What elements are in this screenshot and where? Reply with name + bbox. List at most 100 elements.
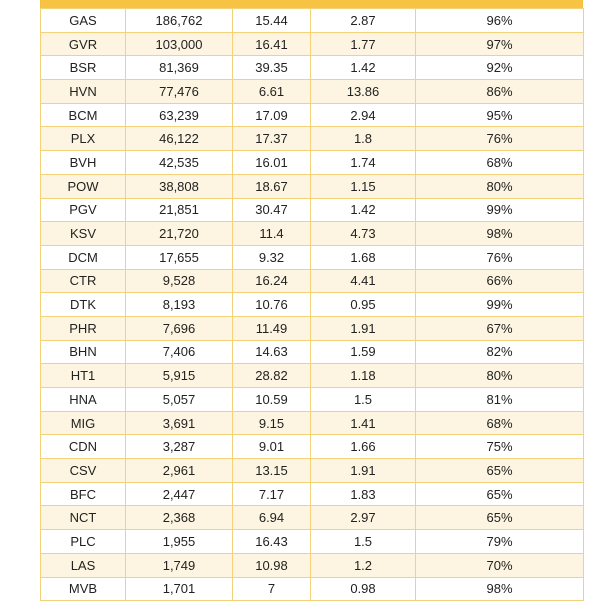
- table-row: KSV 21,720 11.4 4.73 98%: [40, 221, 584, 246]
- table-cell: 39.35: [232, 55, 311, 81]
- table-row: BSR 81,369 39.35 1.42 92%: [40, 55, 584, 81]
- table-cell: 1.74: [310, 150, 416, 175]
- table-cell: 9.15: [232, 410, 311, 436]
- table-row: MVB 1,701 7 0.98 98%: [40, 576, 584, 601]
- table-cell: LAS: [40, 552, 126, 578]
- table-cell: 1.91: [310, 458, 416, 483]
- table-cell: 3,691: [125, 410, 233, 436]
- table-row: GVR 103,000 16.41 1.77 97%: [40, 31, 584, 57]
- table-cell: 5,057: [125, 387, 233, 412]
- table-cell: 46,122: [125, 126, 233, 152]
- table-cell: 4.41: [310, 268, 416, 294]
- table-cell: BVH: [40, 150, 126, 175]
- table-cell: 38,808: [125, 173, 233, 199]
- table-row: PGV 21,851 30.47 1.42 99%: [40, 197, 584, 223]
- table-cell: 86%: [415, 79, 584, 104]
- table-cell: HNA: [40, 387, 126, 412]
- table-cell: 6.94: [232, 505, 311, 531]
- table-cell: CDN: [40, 434, 126, 460]
- table-cell: 1,955: [125, 529, 233, 554]
- table-cell: HT1: [40, 363, 126, 388]
- table-cell: BCM: [40, 102, 126, 128]
- table-cell: 11.4: [232, 221, 311, 246]
- table-row: LAS 1,749 10.98 1.2 70%: [40, 552, 584, 578]
- table-cell: 92%: [415, 55, 584, 81]
- table-cell: GVR: [40, 31, 126, 57]
- table-cell: 0.95: [310, 292, 416, 317]
- table-cell: 7,406: [125, 339, 233, 365]
- table-cell: 77,476: [125, 79, 233, 104]
- table-wrap: GAS 186,762 15.44 2.87 96% GVR 103,000 16.41 1.7…: [40, 0, 584, 601]
- table-row: NCT 2,368 6.94 2.97 65%: [40, 505, 584, 531]
- table-cell: 15.44: [232, 8, 311, 33]
- table-row: BVH 42,535 16.01 1.74 68%: [40, 150, 584, 175]
- table-cell: 98%: [415, 221, 584, 246]
- table-cell: 10.98: [232, 552, 311, 578]
- table-cell: 76%: [415, 244, 584, 270]
- table-cell: 103,000: [125, 31, 233, 57]
- table-cell: POW: [40, 173, 126, 199]
- table-cell: 81,369: [125, 55, 233, 81]
- table-cell: 6.61: [232, 79, 311, 104]
- table-cell: 80%: [415, 173, 584, 199]
- table-cell: 1,701: [125, 576, 233, 601]
- table-cell: 21,720: [125, 221, 233, 246]
- table-cell: 5,915: [125, 363, 233, 388]
- table-cell: DTK: [40, 292, 126, 317]
- table-cell: 63,239: [125, 102, 233, 128]
- table-cell: 16.43: [232, 529, 311, 554]
- table-cell: 1.91: [310, 315, 416, 341]
- table-cell: 16.01: [232, 150, 311, 175]
- table-row: HT1 5,915 28.82 1.18 80%: [40, 363, 584, 388]
- table-cell: 9.01: [232, 434, 311, 460]
- table-row: BHN 7,406 14.63 1.59 82%: [40, 339, 584, 365]
- table-cell: 7: [232, 576, 311, 601]
- table-cell: 7.17: [232, 481, 311, 507]
- table-cell: 1.15: [310, 173, 416, 199]
- table-cell: 1.8: [310, 126, 416, 152]
- table-cell: 76%: [415, 126, 584, 152]
- table-cell: 17,655: [125, 244, 233, 270]
- table-cell: 1.42: [310, 55, 416, 81]
- table-row: PHR 7,696 11.49 1.91 67%: [40, 315, 584, 341]
- table-cell: MVB: [40, 576, 126, 601]
- table-cell: 1.59: [310, 339, 416, 365]
- table-cell: 1,749: [125, 552, 233, 578]
- table-cell: 16.41: [232, 31, 311, 57]
- table-cell: 1.5: [310, 529, 416, 554]
- table-cell: PHR: [40, 315, 126, 341]
- table-body: GAS 186,762 15.44 2.87 96% GVR 103,000 16.41 1.7…: [40, 8, 584, 601]
- table-row: MIG 3,691 9.15 1.41 68%: [40, 410, 584, 436]
- table-cell: 13.86: [310, 79, 416, 104]
- table-cell: 75%: [415, 434, 584, 460]
- table-row: BCM 63,239 17.09 2.94 95%: [40, 102, 584, 128]
- table-cell: 30.47: [232, 197, 311, 223]
- table-cell: 18.67: [232, 173, 311, 199]
- table-cell: PLC: [40, 529, 126, 554]
- table-cell: 3,287: [125, 434, 233, 460]
- table-row: CDN 3,287 9.01 1.66 75%: [40, 434, 584, 460]
- table-cell: 65%: [415, 458, 584, 483]
- table-cell: 7,696: [125, 315, 233, 341]
- table-cell: PGV: [40, 197, 126, 223]
- table-row: PLC 1,955 16.43 1.5 79%: [40, 529, 584, 554]
- table-cell: 1.68: [310, 244, 416, 270]
- table-cell: 8,193: [125, 292, 233, 317]
- table-cell: HVN: [40, 79, 126, 104]
- table-cell: 99%: [415, 197, 584, 223]
- table-cell: KSV: [40, 221, 126, 246]
- table-cell: 2,961: [125, 458, 233, 483]
- table-cell: 13.15: [232, 458, 311, 483]
- table-cell: 10.59: [232, 387, 311, 412]
- table-cell: 81%: [415, 387, 584, 412]
- table-cell: 99%: [415, 292, 584, 317]
- table-cell: 42,535: [125, 150, 233, 175]
- table-cell: 2.94: [310, 102, 416, 128]
- table-cell: 9,528: [125, 268, 233, 294]
- table-cell: 1.18: [310, 363, 416, 388]
- table-cell: NCT: [40, 505, 126, 531]
- table-cell: 17.09: [232, 102, 311, 128]
- table-cell: 4.73: [310, 221, 416, 246]
- table-row: DCM 17,655 9.32 1.68 76%: [40, 244, 584, 270]
- table-cell: 1.5: [310, 387, 416, 412]
